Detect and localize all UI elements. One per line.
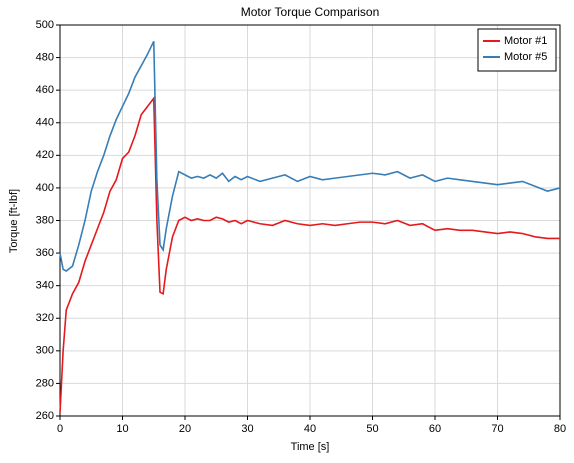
x-tick-label: 50 (366, 423, 378, 435)
x-tick-label: 70 (491, 423, 503, 435)
x-tick-label: 60 (429, 423, 441, 435)
legend-label: Motor #5 (504, 51, 547, 63)
y-tick-label: 260 (36, 410, 54, 422)
y-tick-label: 340 (36, 280, 54, 292)
y-tick-label: 460 (36, 84, 54, 96)
y-tick-label: 480 (36, 51, 54, 63)
x-axis-label: Time [s] (291, 441, 330, 453)
y-tick-label: 300 (36, 345, 54, 357)
y-tick-label: 420 (36, 149, 54, 161)
line-series (59, 96, 560, 413)
y-tick-label: 380 (36, 214, 54, 226)
line-series (59, 40, 561, 272)
legend-box (477, 28, 557, 72)
legend-label: Motor #1 (504, 35, 547, 47)
x-tick-label: 10 (116, 423, 128, 435)
y-tick-label: 400 (36, 182, 54, 194)
x-tick-label: 30 (241, 423, 253, 435)
x-tick-label: 80 (554, 423, 566, 435)
x-tick-label: 40 (304, 423, 316, 435)
y-tick-label: 440 (36, 117, 54, 129)
chart-title: Motor Torque Comparison (241, 5, 380, 19)
x-tick-label: 0 (57, 423, 63, 435)
y-tick-label: 500 (36, 19, 54, 31)
y-tick-label: 280 (36, 377, 54, 389)
y-tick-label: 360 (36, 247, 54, 259)
x-tick-label: 20 (179, 423, 191, 435)
plot-frame (59, 24, 561, 417)
y-axis-label: Torque [ft-lbf] (8, 189, 20, 253)
y-tick-label: 320 (36, 312, 54, 324)
